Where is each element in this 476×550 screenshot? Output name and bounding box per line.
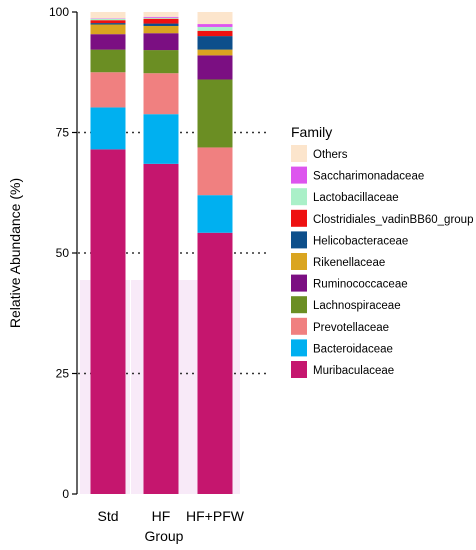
y-tick-label: 50 bbox=[56, 246, 70, 260]
legend-title: Family bbox=[291, 124, 332, 140]
bar-segment bbox=[143, 25, 179, 34]
legend: Family Others Saccharimonadaceae Lactobaci… bbox=[291, 124, 473, 378]
bar-segment bbox=[197, 24, 233, 27]
legend-label: Lachnospiraceae bbox=[313, 300, 401, 312]
legend-swatch bbox=[291, 317, 307, 335]
bar-segment bbox=[90, 149, 126, 494]
x-tick-label: HF bbox=[152, 508, 171, 524]
legend-label: Muribaculaceae bbox=[313, 365, 394, 377]
bar-segment bbox=[143, 23, 179, 26]
x-tick-label: Std bbox=[97, 508, 118, 524]
bar-segment bbox=[197, 79, 233, 148]
bar-segment bbox=[143, 33, 179, 51]
bar-segment bbox=[90, 34, 126, 50]
legend-swatch bbox=[291, 339, 307, 357]
bar-segment bbox=[143, 16, 179, 18]
axes: 0 25 50 75 100 Std HF HF+PFW bbox=[49, 5, 245, 524]
legend-swatch bbox=[291, 145, 307, 162]
y-axis-title: Relative Abundance (%) bbox=[7, 178, 23, 328]
bar-segment bbox=[197, 36, 233, 50]
legend-label: Ruminococcaceae bbox=[313, 279, 408, 291]
legend-label: Others bbox=[313, 149, 348, 161]
bar-segment bbox=[197, 147, 233, 196]
bar-segment bbox=[143, 114, 179, 164]
legend-swatch bbox=[291, 296, 307, 314]
bar-segment bbox=[90, 23, 126, 25]
bar-segment bbox=[197, 232, 233, 495]
bar-segment bbox=[90, 24, 126, 35]
y-tick-label: 100 bbox=[49, 5, 69, 19]
legend-swatch bbox=[291, 361, 307, 378]
legend-label: Clostridiales_vadinBB60_group bbox=[313, 214, 473, 226]
bar-segment bbox=[143, 50, 179, 74]
bar-segment bbox=[197, 30, 233, 37]
legend-swatch bbox=[291, 231, 307, 249]
legend-swatch bbox=[291, 166, 307, 184]
legend-swatch bbox=[291, 253, 307, 270]
bar-segment bbox=[90, 72, 126, 108]
legend-label: Lactobacillaceae bbox=[313, 192, 399, 204]
bar-segment bbox=[197, 49, 233, 56]
bar-segment bbox=[90, 12, 126, 19]
bar-segment bbox=[197, 26, 233, 31]
bar-segment bbox=[90, 20, 126, 24]
legend-label: Bacteroidaceae bbox=[313, 343, 393, 355]
bar-segment bbox=[143, 17, 179, 19]
bar-segment bbox=[143, 18, 179, 24]
bar-segment bbox=[197, 195, 233, 233]
y-tick-label: 0 bbox=[62, 487, 69, 501]
y-tick-label: 75 bbox=[56, 126, 70, 140]
bar-segment bbox=[143, 73, 179, 115]
legend-swatch bbox=[291, 274, 307, 292]
bar-segment bbox=[90, 18, 126, 21]
legend-label: Rikenellaceae bbox=[313, 257, 385, 269]
x-axis-title: Group bbox=[145, 528, 184, 544]
bar-segment bbox=[90, 107, 126, 150]
bar-segment bbox=[197, 55, 233, 80]
x-tick-label: HF+PFW bbox=[186, 508, 245, 524]
bar-segment bbox=[197, 12, 233, 25]
bar-segment bbox=[90, 49, 126, 73]
legend-swatch bbox=[291, 209, 307, 227]
legend-label: Saccharimonadaceae bbox=[313, 171, 424, 183]
bar-segment bbox=[143, 12, 179, 17]
legend-label: Helicobacteraceae bbox=[313, 235, 408, 247]
legend-swatch bbox=[291, 188, 307, 206]
bar-segment bbox=[143, 163, 179, 494]
bars bbox=[90, 12, 233, 495]
y-tick-label: 25 bbox=[56, 367, 70, 381]
legend-label: Prevotellaceae bbox=[313, 322, 389, 334]
